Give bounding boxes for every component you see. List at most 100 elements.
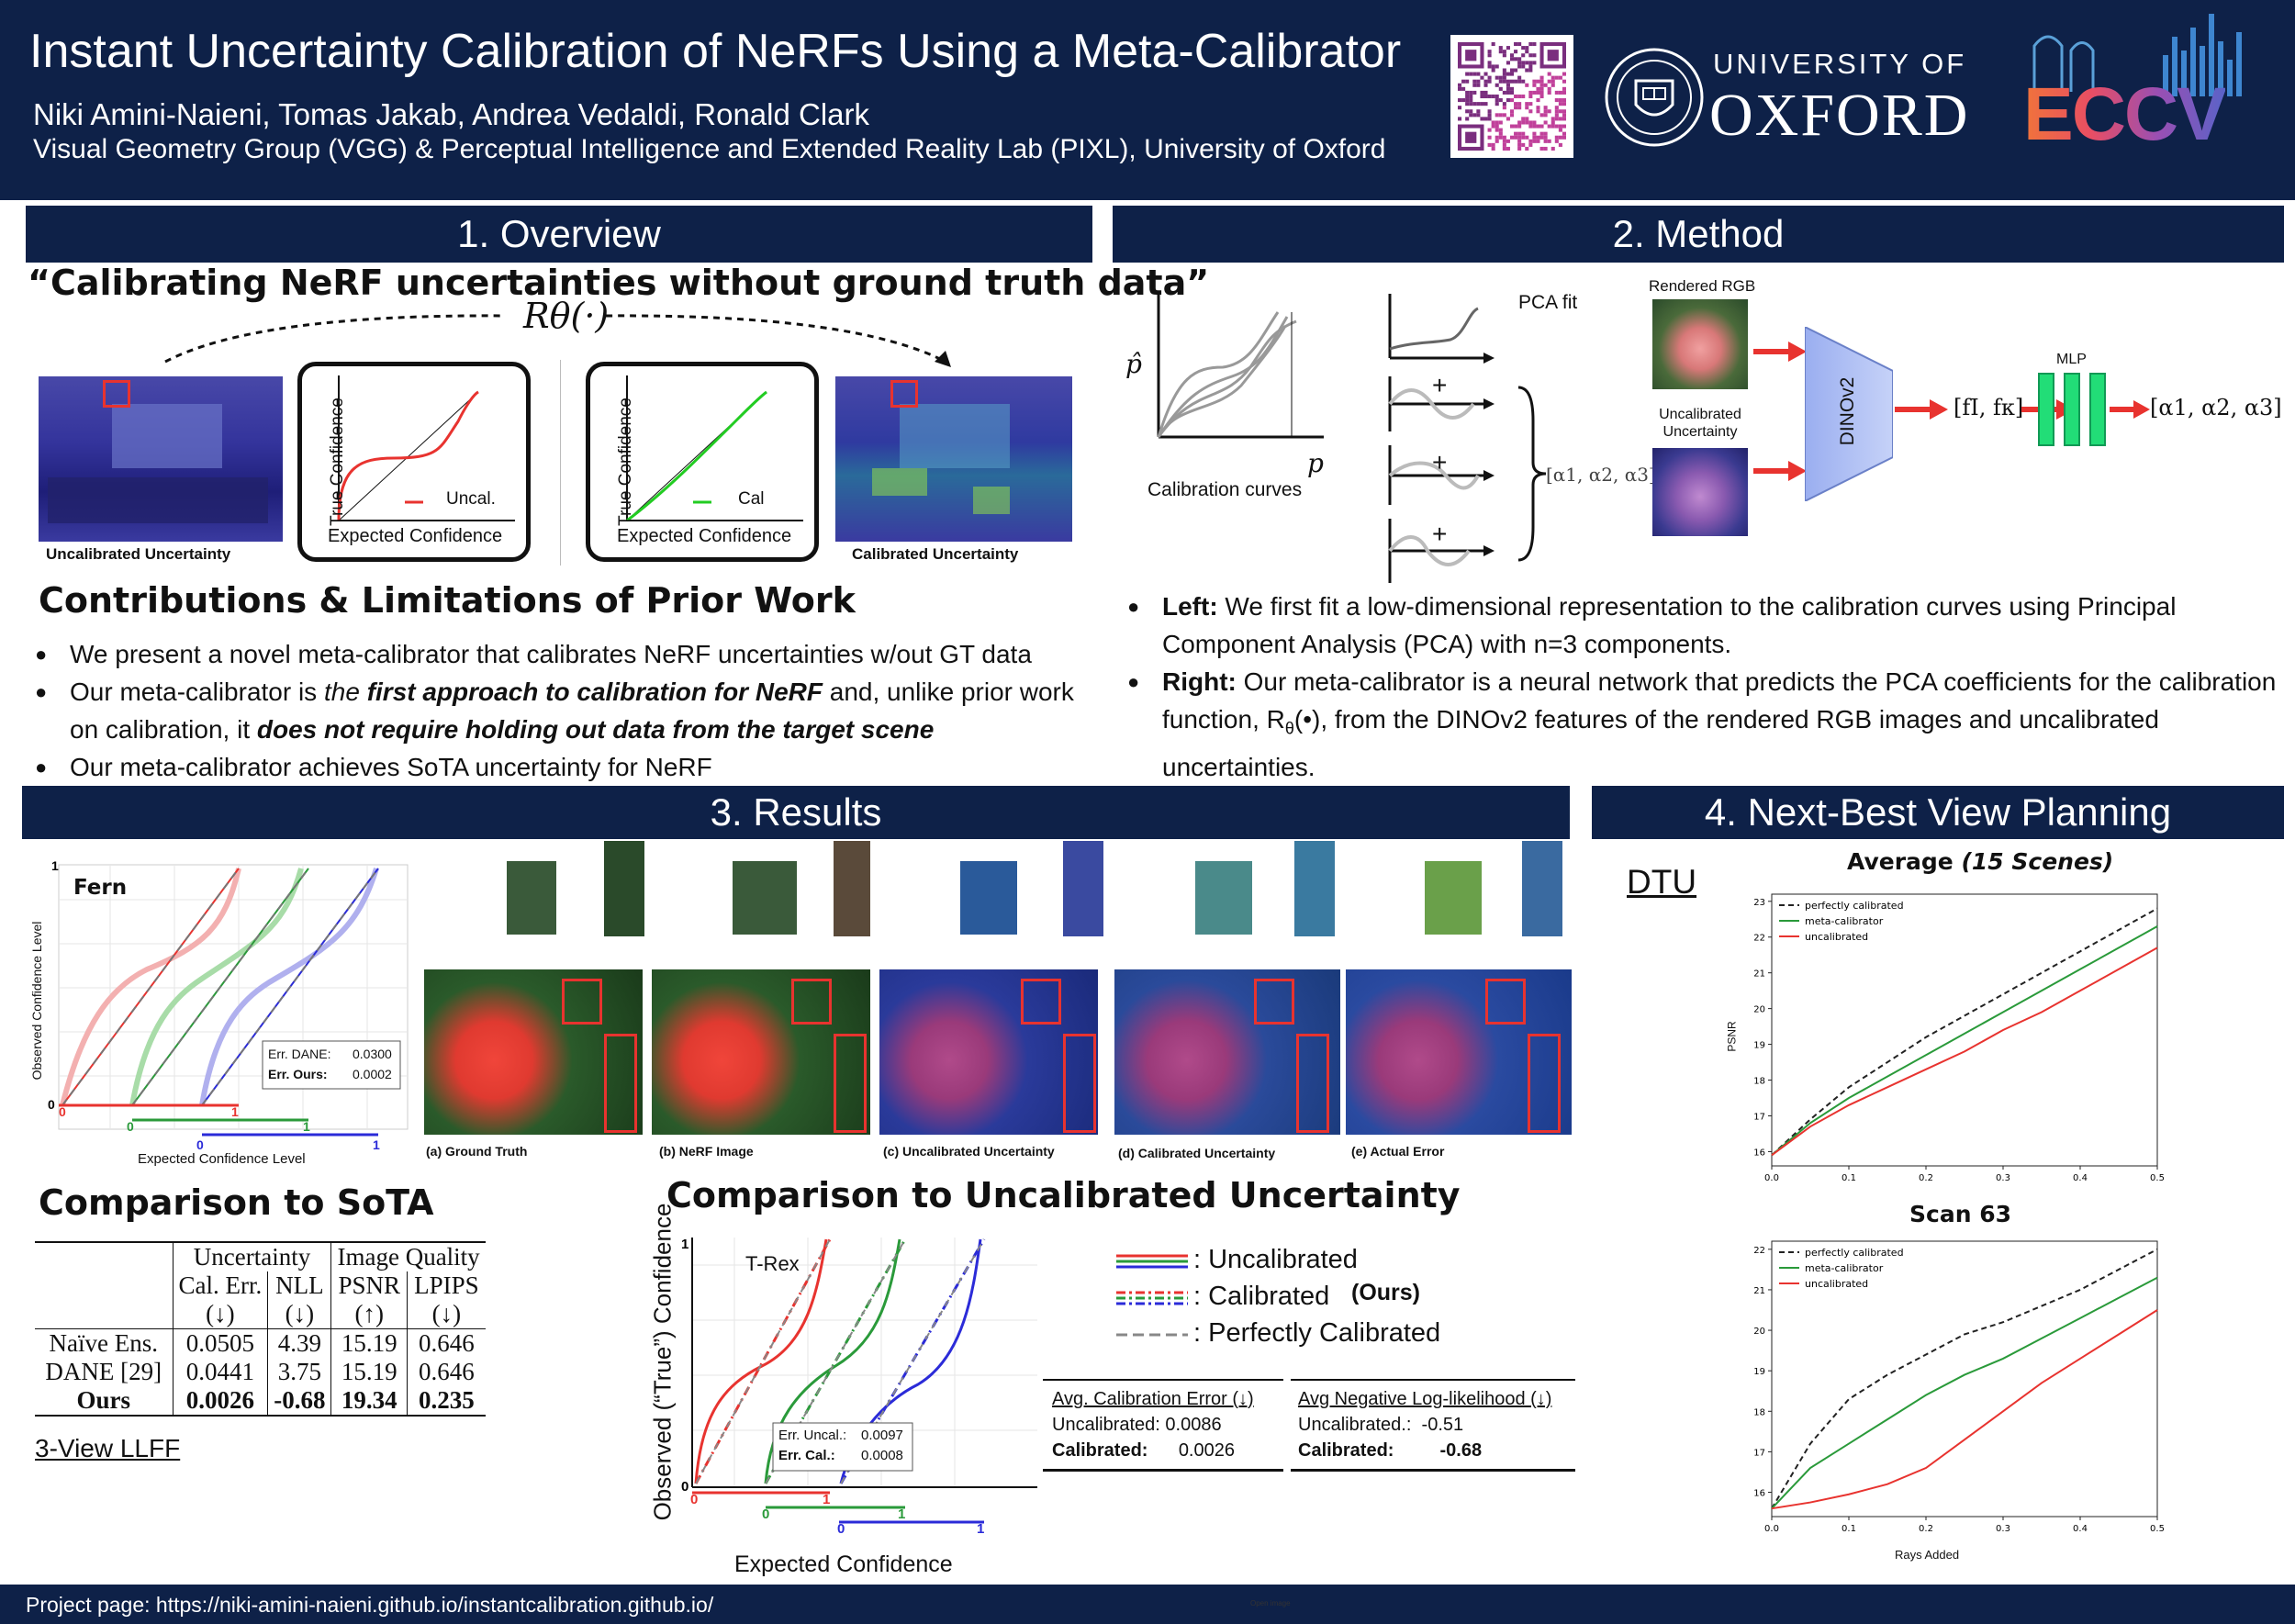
y-tick-label: 18	[1753, 1077, 1765, 1087]
cal-chart-ylabel: True Confidence	[616, 398, 635, 526]
svg-text:0: 0	[762, 1506, 769, 1522]
poster-title: Instant Uncertainty Calibration of NeRFs…	[29, 25, 1402, 78]
oxford-top-text: UNIVERSITY OF	[1713, 48, 1967, 80]
project-page-link[interactable]: Project page: https://niki-amini-naieni.…	[26, 1593, 714, 1617]
panel-uncal-uncertainty	[879, 969, 1098, 1135]
x-tick-label: 0.4	[2073, 1524, 2088, 1534]
dtu-label: DTU	[1627, 863, 1697, 901]
y-tick-label: 21	[1753, 969, 1765, 980]
svg-text:0: 0	[48, 1097, 55, 1112]
authors: Niki Amini-Naieni, Tomas Jakab, Andrea V…	[33, 97, 870, 131]
calibration-curves-plot	[1157, 294, 1324, 439]
legend-perfectly-calibrated: : Perfectly Calibrated	[1193, 1318, 1441, 1348]
scan-chart-title: Scan 63	[1909, 1201, 2011, 1227]
plus-3: +	[1432, 520, 1448, 548]
scan-chart-xlabel: Rays Added	[1895, 1548, 1960, 1562]
x-tick-label: 0.1	[1842, 1173, 1856, 1183]
trex-xlabel: Expected Confidence	[734, 1551, 953, 1577]
footer-bar	[0, 1585, 2295, 1624]
overview-divider	[560, 360, 561, 566]
cal-chart-card	[586, 362, 819, 562]
y-tick-label: 17	[1753, 1448, 1765, 1458]
qr-code-icon[interactable]	[1450, 35, 1573, 158]
cal-chart-xlabel: Expected Confidence	[617, 526, 792, 546]
plus-1: +	[1432, 371, 1448, 399]
x-tick-label: 0.2	[1919, 1173, 1933, 1183]
contributions-title: Contributions & Limitations of Prior Wor…	[39, 580, 856, 621]
output-alphas-label: [α1, α2, α3]	[2150, 395, 2282, 420]
svg-text:0: 0	[690, 1492, 698, 1507]
plot-frame	[1771, 1240, 2158, 1518]
y-tick-label: 18	[1753, 1407, 1765, 1417]
contribution-item-1: We present a novel meta-calibrator that …	[33, 635, 1098, 673]
caption-e: (e) Actual Error	[1351, 1144, 1445, 1159]
svg-text:0: 0	[59, 1104, 66, 1119]
p-label: p	[1307, 448, 1324, 478]
legend-label-2: uncalibrated	[1805, 931, 1868, 943]
uncal-legend: Uncal.	[446, 489, 496, 509]
y-tick-label: 19	[1753, 1367, 1765, 1377]
plot-frame	[1771, 893, 2158, 1167]
comparison-legend-lines	[1116, 1254, 1188, 1337]
x-tick-label: 0.1	[1842, 1524, 1856, 1534]
legend-label-1: meta-calibrator	[1805, 1262, 1884, 1274]
svg-text:0: 0	[681, 1479, 688, 1495]
section-method-title: 2. Method	[1113, 206, 2284, 263]
y-tick-label: 21	[1753, 1286, 1765, 1296]
x-tick-label: 0.2	[1919, 1524, 1933, 1534]
x-tick-label: 0.3	[1996, 1173, 2010, 1183]
contributions-list: We present a novel meta-calibrator that …	[33, 635, 1098, 786]
fern-xlabel: Expected Confidence Level	[138, 1151, 306, 1167]
method-right-item: Right: Our meta-calibrator is a neural n…	[1125, 663, 2284, 786]
fern-err-dane-label: Err. DANE:	[268, 1047, 331, 1061]
overview-arrow	[164, 314, 951, 367]
panel-c-zoom-2	[1063, 841, 1103, 936]
cal-legend: Cal	[738, 489, 765, 509]
series-line-2	[1771, 946, 2158, 1157]
fern-title: Fern	[73, 876, 128, 900]
trex-err-cal-value: 0.0008	[861, 1448, 903, 1463]
panel-d-zoom-2	[1294, 841, 1335, 936]
y-tick-label: 16	[1753, 1489, 1765, 1499]
eccv-logo-text: ECCV	[2023, 73, 2227, 156]
svg-text:1: 1	[373, 1137, 380, 1152]
method-description: Left: We first fit a low-dimensional rep…	[1125, 588, 2284, 786]
uncal-chart-xlabel: Expected Confidence	[328, 526, 503, 546]
panel-e-zoom-2	[1522, 841, 1562, 936]
fern-err-dane-value: 0.0300	[353, 1047, 392, 1061]
y-tick-label: 23	[1753, 898, 1765, 908]
mlp-block	[2038, 373, 2110, 446]
trex-title: T-Rex	[745, 1252, 800, 1275]
svg-text:1: 1	[681, 1237, 688, 1252]
series-line-0	[1771, 907, 2158, 1157]
oxford-crest-icon	[1603, 40, 1706, 154]
mlp-label: MLP	[2056, 352, 2087, 367]
y-tick-label: 19	[1753, 1041, 1765, 1051]
rgb-to-dino-arrow	[1753, 342, 1807, 362]
rendered-rgb-image	[1652, 299, 1748, 389]
series-line-1	[1771, 925, 2158, 1157]
y-tick-label: 20	[1753, 1005, 1765, 1015]
panel-d-zoom-1	[1195, 861, 1252, 935]
ace-table: Avg. Calibration Error (↓) Uncalibrated:…	[1043, 1379, 1283, 1472]
trex-err-uncal-label: Err. Uncal.:	[778, 1428, 847, 1443]
trex-err-uncal-value: 0.0097	[861, 1428, 903, 1443]
caption-b: (b) NeRF Image	[659, 1144, 754, 1159]
fern-err-ours-label: Err. Ours:	[268, 1067, 328, 1081]
svg-text:1: 1	[977, 1521, 984, 1537]
sota-table-wrap: Uncertainty Image Quality Cal. Err. NLL …	[35, 1241, 486, 1417]
avg-psnr-chart: 0.0 0.1 0.2 0.3 0.4 0.5 16 17 18 19 20 21 22 23 perfec…	[1753, 893, 2165, 1183]
svg-text:1: 1	[51, 858, 59, 873]
caption-d: (d) Calibrated Uncertainty	[1118, 1146, 1276, 1160]
scan63-psnr-chart: 0.0 0.1 0.2 0.3 0.4 0.5 16 17 18 19 20 21 22 perfectl…	[1753, 1240, 2165, 1534]
legend-label-0: perfectly calibrated	[1805, 900, 1904, 912]
legend-label-2: uncalibrated	[1805, 1278, 1868, 1290]
sota-title: Comparison to SoTA	[39, 1182, 434, 1223]
x-tick-label: 0.0	[1764, 1173, 1779, 1183]
x-tick-label: 0.5	[2150, 1524, 2165, 1534]
panel-a-zoom-1	[507, 861, 556, 935]
pca-brace	[1517, 386, 1547, 562]
svg-text:0: 0	[196, 1137, 204, 1152]
legend-uncalibrated: : Uncalibrated	[1193, 1245, 1358, 1274]
legend-calibrated: : Calibrated	[1193, 1282, 1330, 1311]
